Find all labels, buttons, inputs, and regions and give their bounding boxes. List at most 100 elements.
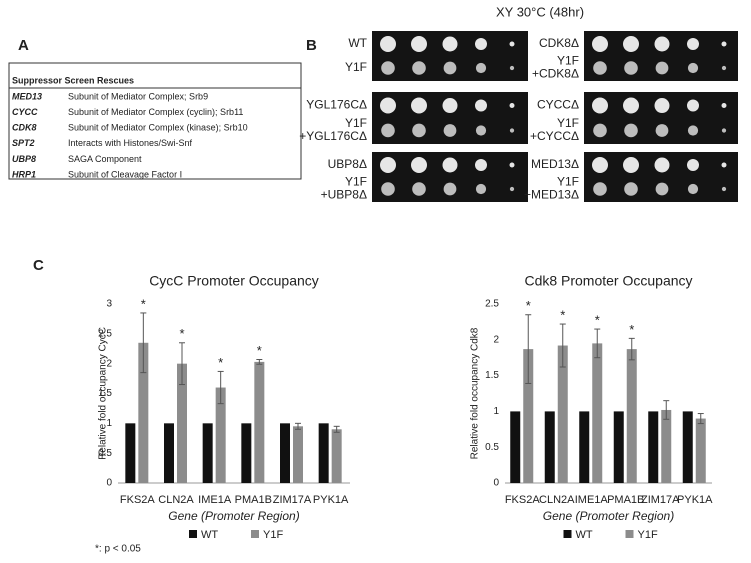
spot bbox=[623, 36, 639, 52]
error-bar bbox=[256, 358, 263, 365]
spot bbox=[381, 123, 395, 138]
spot bbox=[509, 162, 515, 168]
spot bbox=[624, 182, 638, 196]
strain-label: MED13Δ bbox=[531, 157, 579, 171]
strain-label: UBP8Δ bbox=[328, 157, 367, 171]
gene-description: Interacts with Histones/Swi-Snf bbox=[68, 138, 193, 148]
spot bbox=[509, 41, 515, 47]
spot bbox=[475, 159, 487, 171]
error-bar bbox=[697, 413, 704, 425]
y-tick-label: 0 bbox=[106, 478, 112, 489]
bar bbox=[510, 411, 521, 483]
strain-label: Y1F bbox=[557, 175, 579, 189]
spot bbox=[509, 186, 515, 192]
gene-name: SPT2 bbox=[12, 138, 35, 148]
bar bbox=[241, 423, 252, 483]
spot bbox=[380, 97, 396, 114]
legend-swatch bbox=[563, 530, 572, 538]
bar bbox=[626, 349, 637, 483]
chart-title: CycC Promoter Occupancy bbox=[149, 273, 319, 289]
spot bbox=[509, 103, 515, 109]
strain-label: YGL176CΔ bbox=[306, 98, 367, 112]
spot bbox=[593, 123, 607, 138]
x-tick-label: FKS2A bbox=[505, 494, 541, 506]
x-tick-label: PMA1B bbox=[235, 494, 272, 506]
spot bbox=[654, 157, 670, 173]
spot bbox=[721, 162, 727, 168]
strain-label: +CDK8Δ bbox=[532, 67, 579, 81]
spot bbox=[443, 182, 457, 196]
legend-label: Y1F bbox=[263, 529, 283, 541]
spot bbox=[624, 123, 638, 138]
spot bbox=[721, 128, 727, 133]
spot bbox=[509, 128, 515, 133]
spot bbox=[475, 183, 487, 195]
error-bar bbox=[525, 314, 532, 384]
strain-label: +CYCCΔ bbox=[530, 129, 579, 143]
legend-swatch bbox=[625, 530, 634, 538]
spot bbox=[687, 62, 699, 74]
spot bbox=[721, 41, 727, 47]
bar bbox=[579, 411, 590, 483]
spot bbox=[411, 97, 427, 114]
bar bbox=[331, 429, 342, 483]
x-tick-label: CLN2A bbox=[158, 494, 194, 506]
footnote: *: p < 0.05 bbox=[95, 544, 141, 555]
x-tick-label: ZIM17A bbox=[273, 494, 312, 506]
strain-label: Y1F bbox=[557, 54, 579, 68]
gene-description: Subunit of Cleavage Factor I bbox=[68, 169, 182, 179]
significance-marker: * bbox=[257, 343, 262, 358]
spot bbox=[443, 124, 457, 137]
spot bbox=[443, 61, 457, 75]
gene-name: CDK8 bbox=[12, 123, 37, 133]
y-tick-label: 1 bbox=[106, 418, 112, 429]
spot bbox=[721, 186, 727, 192]
error-bar bbox=[140, 312, 147, 374]
spot bbox=[655, 61, 669, 75]
y-tick-label: 0 bbox=[493, 478, 499, 489]
bar bbox=[125, 423, 136, 483]
spot bbox=[411, 157, 427, 173]
spot bbox=[623, 97, 639, 114]
panel-label: B bbox=[306, 37, 317, 54]
y-tick-label: 2 bbox=[106, 358, 112, 369]
spot bbox=[687, 183, 699, 195]
panel-label: A bbox=[18, 37, 29, 54]
y-axis-label: Relative fold occupancy CycC bbox=[98, 327, 109, 460]
y-tick-label: 1.5 bbox=[98, 388, 112, 399]
x-tick-label: IME1A bbox=[575, 494, 609, 506]
table-title: Suppressor Screen Rescues bbox=[12, 75, 134, 85]
spot bbox=[623, 157, 639, 173]
spot bbox=[475, 99, 487, 112]
bar bbox=[648, 411, 659, 483]
y-tick-label: 2.5 bbox=[98, 328, 112, 339]
strain-label: Y1F bbox=[345, 116, 367, 130]
bar bbox=[164, 423, 174, 483]
spot bbox=[475, 125, 487, 136]
spot bbox=[721, 103, 727, 109]
significance-marker: * bbox=[629, 322, 634, 337]
strain-label: +MED13Δ bbox=[524, 188, 579, 202]
bar bbox=[318, 423, 329, 483]
gene-description: Subunit of Mediator Complex; Srb9 bbox=[68, 91, 208, 101]
bar bbox=[215, 387, 226, 483]
spot bbox=[687, 125, 699, 136]
significance-marker: * bbox=[218, 355, 223, 370]
spot bbox=[593, 61, 607, 75]
legend-label: Y1F bbox=[638, 529, 658, 541]
y-tick-label: 0.5 bbox=[485, 442, 499, 453]
table-border bbox=[8, 62, 302, 180]
gene-description: Subunit of Mediator Complex (kinase); Sr… bbox=[68, 123, 248, 133]
chart-title: Cdk8 Promoter Occupancy bbox=[524, 273, 692, 289]
spot bbox=[655, 182, 669, 196]
bar bbox=[202, 423, 213, 483]
significance-marker: * bbox=[141, 296, 146, 311]
error-bar bbox=[628, 337, 635, 361]
error-bar bbox=[594, 328, 601, 359]
bar bbox=[592, 343, 603, 483]
bar bbox=[661, 409, 672, 483]
gene-name: MED13 bbox=[12, 91, 42, 101]
gene-name: CYCC bbox=[12, 107, 38, 117]
error-bar bbox=[217, 370, 224, 405]
gene-name: UBP8 bbox=[12, 154, 36, 164]
